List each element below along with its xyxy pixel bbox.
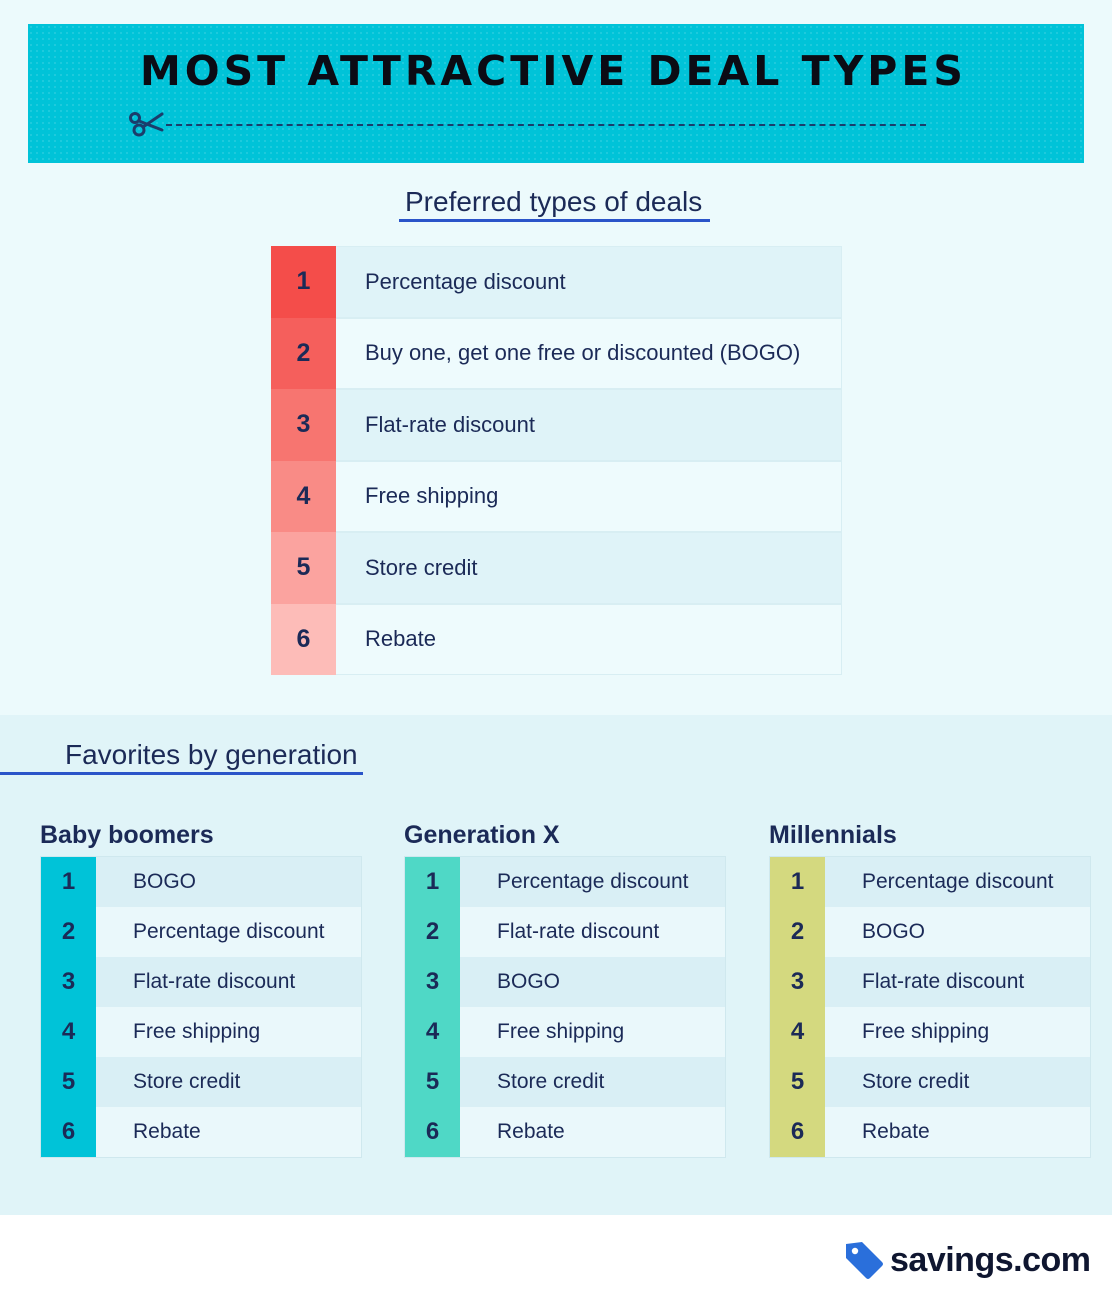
dashed-cut-line: [166, 124, 926, 126]
rank-cell: 3: [271, 389, 336, 461]
generation-table: 1 Percentage discount 2 Flat-rate discount 3…: [404, 856, 726, 1158]
rank-cell: 5: [271, 532, 336, 604]
table-row: 4 Free shipping: [770, 1007, 1090, 1057]
generation-heading: Favorites by generation: [65, 739, 358, 770]
rank-cell: 1: [41, 857, 96, 907]
generation-title: Generation X: [404, 821, 560, 849]
generation-column-generation-x: Generation X 1 Percentage discount 2 Flat-ra…: [404, 820, 726, 1158]
preferred-heading: Preferred types of deals: [405, 186, 703, 217]
table-row: 6 Rebate: [405, 1107, 725, 1157]
title-banner: [28, 24, 1084, 163]
generation-table: 1 Percentage discount 2 BOGO 3 Flat-rate disc…: [769, 856, 1091, 1158]
preferred-deals-table: 1 Percentage discount 2 Buy one, get one fr…: [271, 246, 842, 675]
table-row: 3 BOGO: [405, 957, 725, 1007]
generation-column-baby-boomers: Baby boomers 1 BOGO 2 Percentage discount 3 Fl…: [40, 820, 362, 1158]
rank-cell: 5: [405, 1057, 460, 1107]
table-row: 2 Buy one, get one free or discounted (BO…: [271, 317, 842, 389]
deal-label: Percentage discount: [336, 246, 842, 318]
table-row: 6 Rebate: [271, 603, 842, 675]
deal-label: Buy one, get one free or discounted (BOG…: [336, 317, 842, 389]
deal-label: Percentage discount: [460, 857, 725, 907]
deal-label: Flat-rate discount: [825, 957, 1090, 1007]
deal-label: Free shipping: [336, 460, 842, 532]
deal-label: Store credit: [336, 532, 842, 604]
table-row: 6 Rebate: [41, 1107, 361, 1157]
rank-cell: 6: [271, 603, 336, 675]
table-row: 4 Free shipping: [405, 1007, 725, 1057]
deal-label: Flat-rate discount: [96, 957, 361, 1007]
rank-cell: 3: [770, 957, 825, 1007]
table-row: 4 Free shipping: [271, 460, 842, 532]
rank-cell: 3: [405, 957, 460, 1007]
table-row: 4 Free shipping: [41, 1007, 361, 1057]
table-row: 5 Store credit: [405, 1057, 725, 1107]
rank-cell: 5: [41, 1057, 96, 1107]
deal-label: Rebate: [825, 1107, 1090, 1157]
deal-label: Store credit: [460, 1057, 725, 1107]
table-row: 2 Flat-rate discount: [405, 907, 725, 957]
deal-label: Percentage discount: [96, 907, 361, 957]
rank-cell: 4: [271, 460, 336, 532]
deal-label: BOGO: [460, 957, 725, 1007]
table-row: 6 Rebate: [770, 1107, 1090, 1157]
brand-name: savings.com: [890, 1240, 1091, 1279]
rank-cell: 6: [770, 1107, 825, 1157]
rank-cell: 1: [405, 857, 460, 907]
deal-label: Free shipping: [825, 1007, 1090, 1057]
deal-label: BOGO: [96, 857, 361, 907]
deal-label: Rebate: [96, 1107, 361, 1157]
table-row: 1 Percentage discount: [770, 857, 1090, 907]
deal-label: Rebate: [336, 603, 842, 675]
generation-heading-underline: [0, 772, 363, 775]
price-tag-icon: [846, 1242, 883, 1279]
generation-title: Millennials: [769, 821, 897, 849]
rank-cell: 2: [770, 907, 825, 957]
rank-cell: 5: [770, 1057, 825, 1107]
generation-title: Baby boomers: [40, 821, 214, 849]
page-title: MOST ATTRACTIVE DEAL TYPES: [140, 47, 967, 95]
table-row: 2 Percentage discount: [41, 907, 361, 957]
table-row: 2 BOGO: [770, 907, 1090, 957]
generation-table: 1 BOGO 2 Percentage discount 3 Flat-rate disc…: [40, 856, 362, 1158]
deal-label: Flat-rate discount: [460, 907, 725, 957]
rank-cell: 2: [271, 317, 336, 389]
table-row: 3 Flat-rate discount: [770, 957, 1090, 1007]
rank-cell: 4: [41, 1007, 96, 1057]
footer-background: [0, 1215, 1112, 1304]
rank-cell: 1: [271, 246, 336, 318]
rank-cell: 2: [41, 907, 96, 957]
table-row: 5 Store credit: [271, 532, 842, 604]
table-row: 5 Store credit: [770, 1057, 1090, 1107]
rank-cell: 4: [770, 1007, 825, 1057]
rank-cell: 4: [405, 1007, 460, 1057]
deal-label: Store credit: [825, 1057, 1090, 1107]
deal-label: Rebate: [460, 1107, 725, 1157]
rank-cell: 2: [405, 907, 460, 957]
brand-logo: savings.com: [842, 1238, 1091, 1282]
deal-label: Store credit: [96, 1057, 361, 1107]
table-row: 3 Flat-rate discount: [271, 389, 842, 461]
deal-label: Percentage discount: [825, 857, 1090, 907]
rank-cell: 6: [405, 1107, 460, 1157]
table-row: 1 BOGO: [41, 857, 361, 907]
rank-cell: 3: [41, 957, 96, 1007]
rank-cell: 1: [770, 857, 825, 907]
table-row: 1 Percentage discount: [405, 857, 725, 907]
rank-cell: 6: [41, 1107, 96, 1157]
deal-label: BOGO: [825, 907, 1090, 957]
table-row: 1 Percentage discount: [271, 246, 842, 318]
table-row: 5 Store credit: [41, 1057, 361, 1107]
generation-column-millennials: Millennials 1 Percentage discount 2 BOGO 3 Fla…: [769, 820, 1091, 1158]
deal-label: Free shipping: [460, 1007, 725, 1057]
deal-label: Flat-rate discount: [336, 389, 842, 461]
table-row: 3 Flat-rate discount: [41, 957, 361, 1007]
preferred-heading-underline: [399, 219, 710, 222]
scissors-icon: [129, 112, 164, 137]
deal-label: Free shipping: [96, 1007, 361, 1057]
